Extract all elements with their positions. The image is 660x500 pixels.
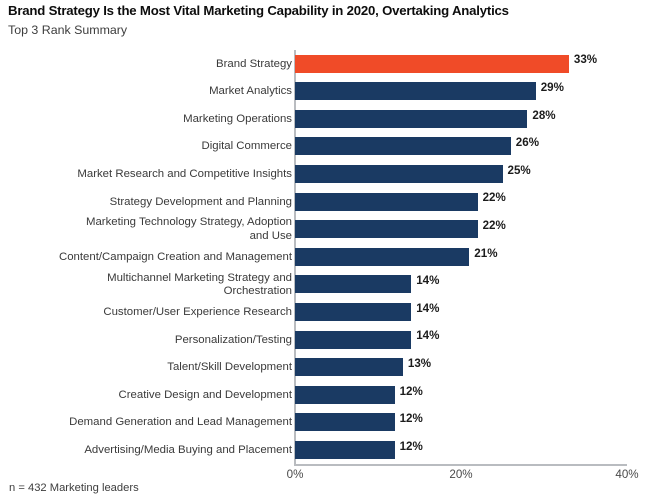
category-label: Talent/Skill Development: [167, 361, 292, 374]
bar-container: [295, 137, 511, 156]
value-label: 21%: [474, 246, 498, 260]
bar-highlighted: [295, 54, 569, 73]
value-label: 28%: [532, 108, 556, 122]
bar-container: [295, 413, 395, 432]
x-axis-line: [294, 464, 627, 466]
category-label: Advertising/Media Buying and Placement: [84, 443, 292, 456]
category-label: Creative Design and Development: [118, 388, 293, 401]
category-label: Digital Commerce: [201, 140, 292, 153]
value-label: 14%: [416, 301, 440, 315]
bar-container: [295, 82, 536, 101]
bar: [295, 413, 395, 432]
bar: [295, 302, 412, 321]
bar-row: Customer/User Experience Research 14%: [0, 298, 660, 326]
bar-container: [295, 192, 478, 211]
bar-container: [295, 247, 470, 266]
bar-row: Strategy Development and Planning 22%: [0, 188, 660, 216]
x-axis-ticks: 0% 20% 40%: [0, 468, 660, 486]
bar-container: [295, 164, 503, 183]
x-axis-tick-label: 20%: [449, 468, 473, 481]
category-label: Brand Strategy: [216, 57, 292, 70]
category-label: Strategy Development and Planning: [109, 195, 292, 208]
bar: [295, 275, 412, 294]
value-label: 14%: [416, 274, 440, 288]
bar: [295, 330, 412, 349]
value-label: 22%: [482, 191, 506, 205]
bar-row: Multichannel Marketing Strategy and Orch…: [0, 271, 660, 299]
category-label: Personalization/Testing: [174, 333, 292, 346]
bar-row: Demand Generation and Lead Management 12%: [0, 409, 660, 437]
value-label: 33%: [573, 53, 598, 67]
x-axis-tick-label: 40%: [615, 468, 639, 481]
page-title: Brand Strategy Is the Most Vital Marketi…: [8, 3, 509, 18]
bar-container: [295, 275, 412, 294]
category-label: Content/Campaign Creation and Management: [58, 250, 292, 263]
x-axis-tick-label: 0%: [286, 468, 304, 481]
bar-row: Market Analytics 29%: [0, 78, 660, 106]
value-label: 26%: [515, 136, 540, 150]
bar: [295, 220, 478, 239]
category-label: Multichannel Marketing Strategy and Orch…: [107, 271, 292, 298]
y-axis-line: [294, 50, 296, 465]
bar-row: Market Research and Competitive Insights…: [0, 160, 660, 188]
category-label: Customer/User Experience Research: [103, 305, 292, 318]
category-label: Demand Generation and Lead Management: [69, 416, 292, 429]
bar-row: Advertising/Media Buying and Placement 12…: [0, 436, 660, 464]
category-label: Market Analytics: [209, 85, 292, 98]
bar-container: [295, 330, 412, 349]
bar-row: Personalization/Testing 14%: [0, 326, 660, 354]
category-label: Marketing Technology Strategy, Adoption …: [85, 216, 292, 242]
page-subtitle: Top 3 Rank Summary: [8, 23, 128, 37]
bar: [295, 82, 536, 101]
bar-row: Marketing Operations 28%: [0, 105, 660, 133]
bar-container: [295, 220, 478, 239]
bar: [295, 137, 511, 156]
bar-container: [295, 54, 569, 73]
bar: [295, 358, 403, 377]
value-label: 12%: [399, 412, 423, 426]
bar-row: Creative Design and Development 12%: [0, 381, 660, 409]
bar-row: Brand Strategy 33%: [0, 50, 660, 78]
bar: [295, 385, 395, 404]
bar: [295, 247, 470, 266]
bar-row: Digital Commerce 26%: [0, 133, 660, 161]
chart-header: Brand Strategy Is the Most Vital Marketi…: [8, 3, 652, 38]
bar-row: Marketing Technology Strategy, Adoption …: [0, 216, 660, 244]
bar-container: [295, 440, 395, 459]
plot-area: Brand Strategy 33% Market Analytics 29% Mark…: [0, 50, 660, 468]
value-label: 12%: [399, 439, 423, 453]
bar: [295, 164, 503, 183]
bar: [295, 440, 395, 459]
bar: [295, 109, 528, 128]
bar-row: Talent/Skill Development 13%: [0, 354, 660, 382]
bar-container: [295, 109, 528, 128]
value-label: 25%: [507, 163, 531, 177]
category-label: Market Research and Competitive Insights: [77, 167, 292, 180]
value-label: 22%: [482, 218, 506, 232]
bar-container: [295, 358, 403, 377]
sample-size-note: n = 432 Marketing leaders: [9, 482, 139, 494]
category-label: Marketing Operations: [183, 112, 292, 125]
value-label: 14%: [416, 329, 440, 343]
value-label: 29%: [540, 80, 564, 94]
value-label: 13%: [407, 356, 432, 370]
bar: [295, 192, 478, 211]
bar-row: Content/Campaign Creation and Management…: [0, 243, 660, 271]
value-label: 12%: [399, 384, 423, 398]
bar-container: [295, 385, 395, 404]
bar-container: [295, 302, 412, 321]
